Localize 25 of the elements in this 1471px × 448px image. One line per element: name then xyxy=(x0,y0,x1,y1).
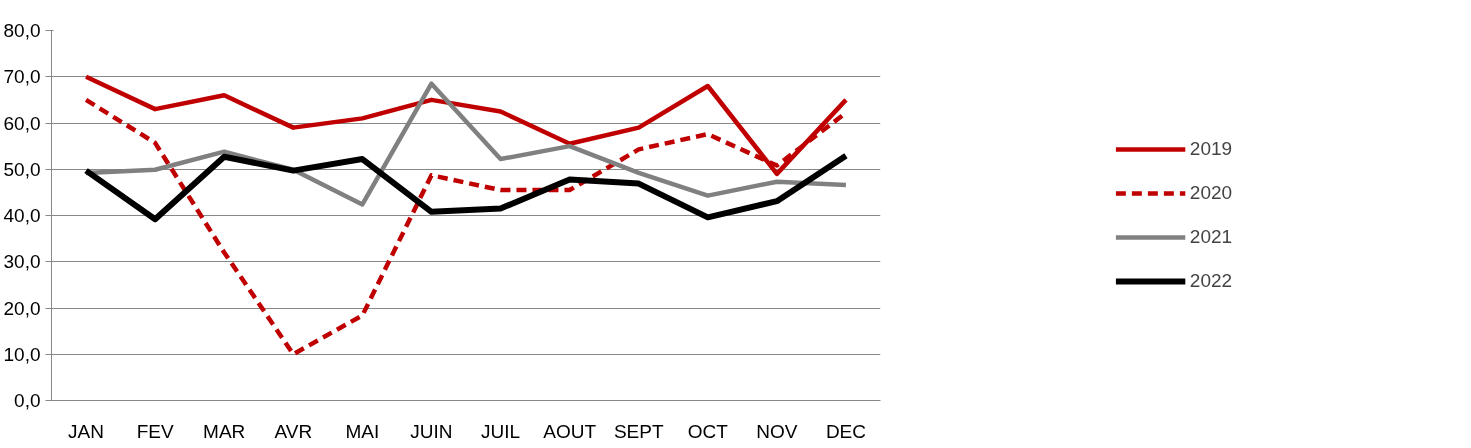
y-tick-label: 70,0 xyxy=(3,66,41,88)
y-tick-label: 10,0 xyxy=(3,343,41,365)
legend-label: 2022 xyxy=(1189,270,1233,292)
x-tick-label: FEV xyxy=(136,420,174,442)
y-tick-label: 80,0 xyxy=(3,20,41,41)
x-tick-label: JAN xyxy=(68,420,104,442)
x-tick-label: NOV xyxy=(756,420,798,442)
y-tick-label: 20,0 xyxy=(3,297,41,319)
legend-label: 2021 xyxy=(1189,226,1233,248)
y-tick-label: 50,0 xyxy=(3,158,41,180)
x-tick-label: JUIN xyxy=(410,420,453,442)
x-tick-label: JUIL xyxy=(481,420,521,442)
x-tick-label: OCT xyxy=(687,420,729,442)
x-tick-label: MAR xyxy=(203,420,246,442)
x-tick-label: SEPT xyxy=(613,420,664,442)
y-tick-label: 30,0 xyxy=(3,251,41,273)
x-tick-label: AVR xyxy=(274,420,313,442)
y-tick-label: 0,0 xyxy=(14,390,41,411)
x-tick-label: MAI xyxy=(345,420,380,442)
y-tick-label: 60,0 xyxy=(3,112,41,134)
x-tick-label: DEC xyxy=(825,420,867,442)
x-tick-label: AOUT xyxy=(543,420,597,442)
y-tick-label: 40,0 xyxy=(3,205,41,226)
legend-label: 2020 xyxy=(1189,182,1233,204)
legend-label: 2019 xyxy=(1189,138,1233,160)
